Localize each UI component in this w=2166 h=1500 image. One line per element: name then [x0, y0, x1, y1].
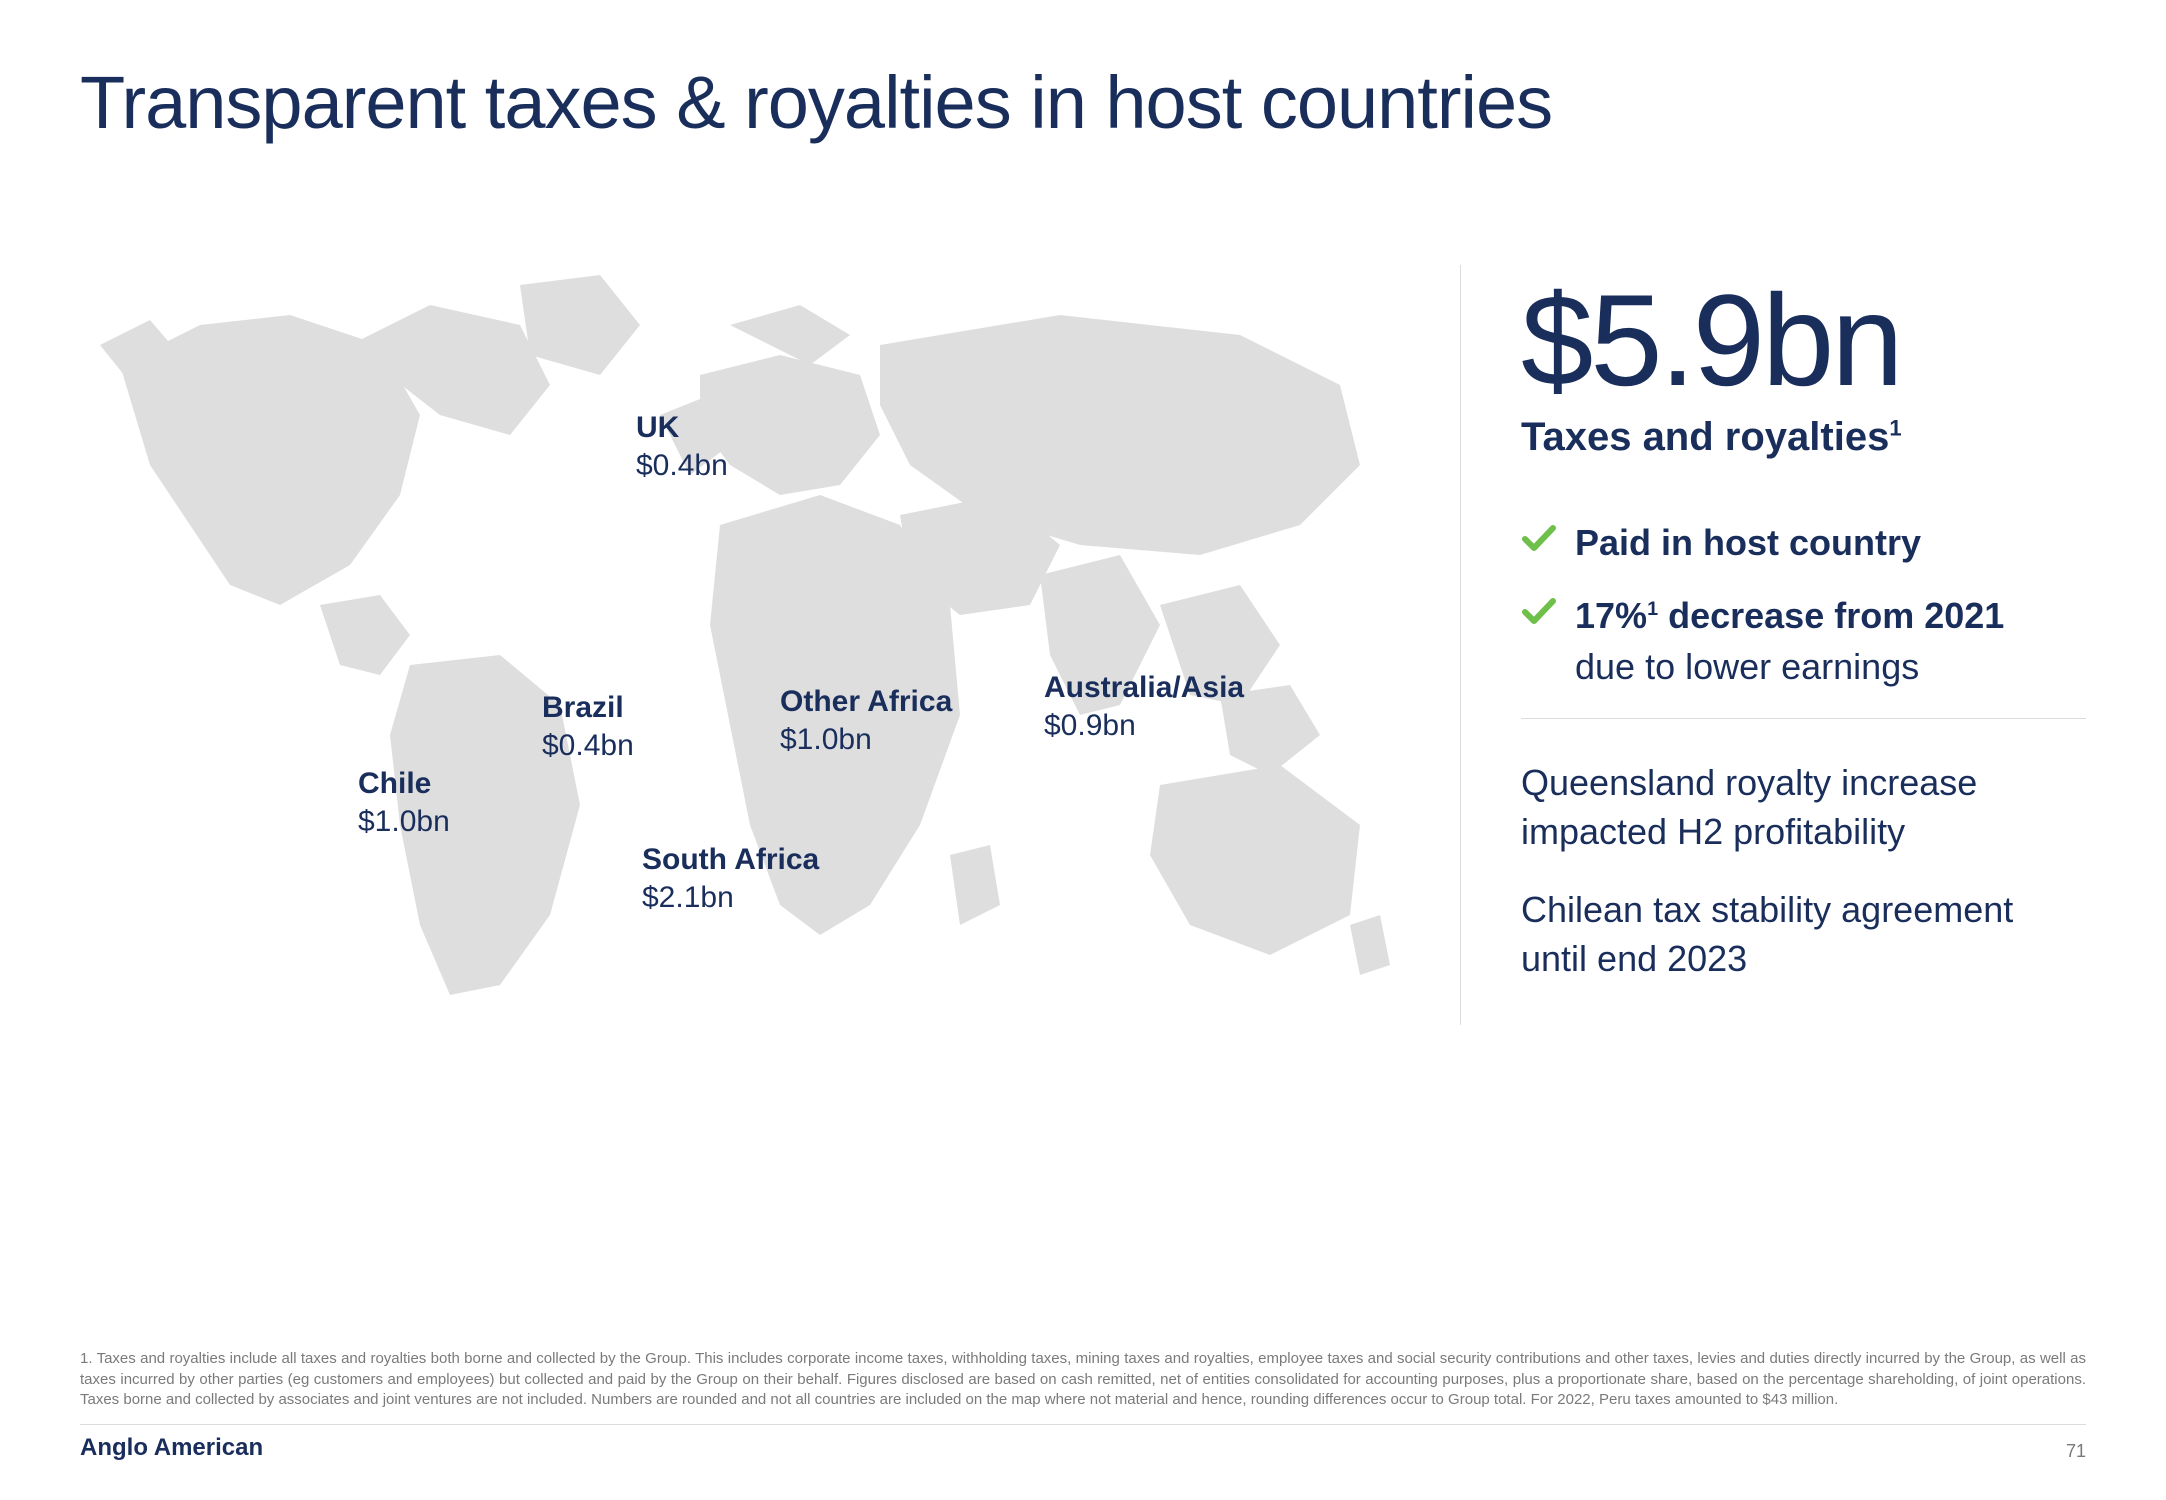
- map-label-aus-asia: Australia/Asia $0.9bn: [1044, 669, 1244, 744]
- map-country: Chile: [358, 765, 450, 803]
- footnote: 1. Taxes and royalties include all taxes…: [80, 1349, 2086, 1410]
- vertical-divider: [1460, 265, 1461, 1025]
- bullet-subtext: due to lower earnings: [1575, 646, 2086, 688]
- map-amount: $0.4bn: [636, 447, 728, 485]
- map-country: South Africa: [642, 841, 819, 879]
- bullet-text: 17%1 decrease from 2021: [1575, 593, 2004, 638]
- map-country: Brazil: [542, 689, 634, 727]
- map-country: Australia/Asia: [1044, 669, 1244, 707]
- map-label-chile: Chile $1.0bn: [358, 765, 450, 840]
- check-icon: [1521, 593, 1557, 629]
- map-amount: $0.4bn: [542, 727, 634, 765]
- map-label-uk: UK $0.4bn: [636, 409, 728, 484]
- note-chile: Chilean tax stability agreement until en…: [1521, 886, 2086, 983]
- footer-rule: [80, 1424, 2086, 1425]
- map-amount: $2.1bn: [642, 879, 819, 917]
- map-amount: $0.9bn: [1044, 707, 1244, 745]
- bullet-paid-host: Paid in host country: [1521, 520, 2086, 565]
- bullet-text: Paid in host country: [1575, 520, 1921, 565]
- note-queensland: Queensland royalty increase impacted H2 …: [1521, 759, 2086, 856]
- page-title: Transparent taxes & royalties in host co…: [80, 60, 2086, 145]
- map-label-brazil: Brazil $0.4bn: [542, 689, 634, 764]
- map-label-other-africa: Other Africa $1.0bn: [780, 683, 952, 758]
- headline-sup: 1: [1889, 416, 1901, 441]
- map-country: UK: [636, 409, 728, 447]
- headline-label: Taxes and royalties1: [1521, 415, 2086, 460]
- map-amount: $1.0bn: [780, 721, 952, 759]
- headline-value: $5.9bn: [1521, 275, 2086, 405]
- section-divider: [1521, 718, 2086, 719]
- brand-logo: Anglo American: [80, 1434, 263, 1462]
- map-amount: $1.0bn: [358, 803, 450, 841]
- map-country: Other Africa: [780, 683, 952, 721]
- page-number: 71: [2066, 1441, 2086, 1462]
- check-icon: [1521, 520, 1557, 556]
- headline-label-text: Taxes and royalties: [1521, 415, 1889, 459]
- map-region: UK $0.4bn Brazil $0.4bn Chile $1.0bn Oth…: [80, 265, 1400, 1025]
- map-label-south-africa: South Africa $2.1bn: [642, 841, 819, 916]
- bullet-decrease: 17%1 decrease from 2021: [1521, 593, 2086, 638]
